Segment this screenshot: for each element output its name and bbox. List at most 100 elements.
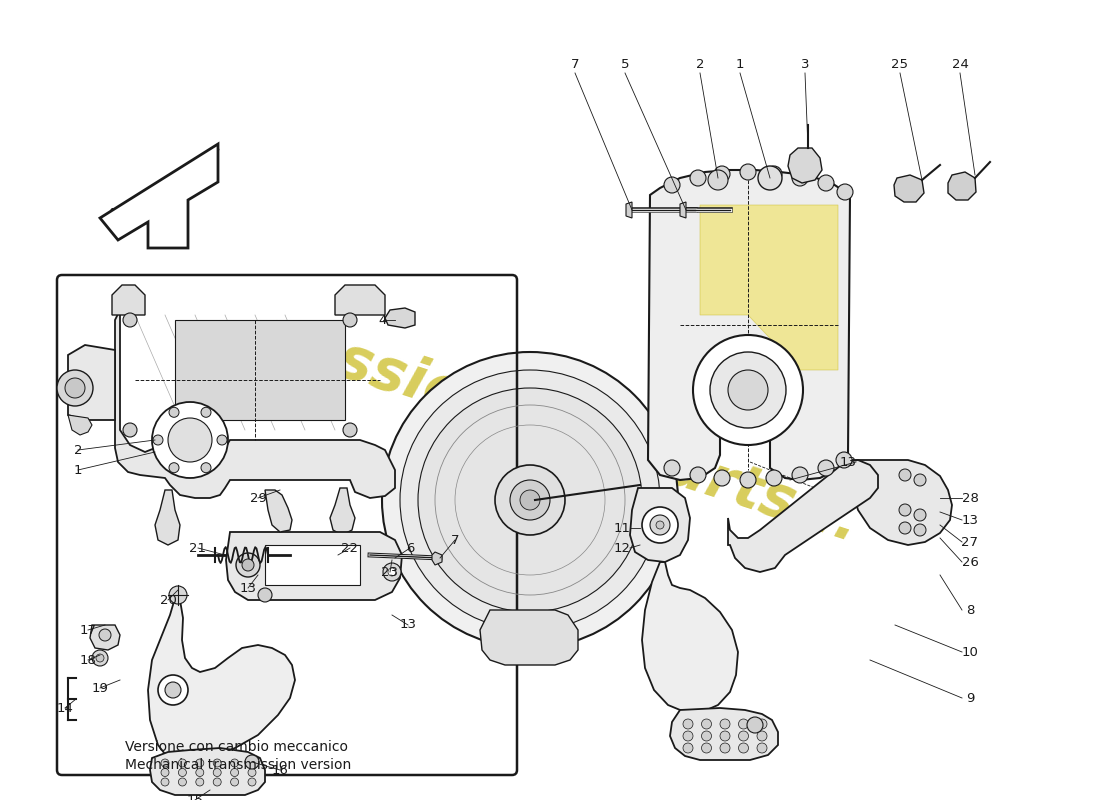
Circle shape (683, 719, 693, 729)
Text: 9: 9 (966, 691, 975, 705)
Circle shape (702, 731, 712, 741)
Circle shape (710, 352, 786, 428)
Circle shape (92, 650, 108, 666)
Text: 24: 24 (952, 58, 968, 71)
Polygon shape (68, 345, 116, 420)
Circle shape (757, 719, 767, 729)
Circle shape (818, 460, 834, 476)
Text: 26: 26 (961, 555, 978, 569)
Text: 29: 29 (250, 491, 266, 505)
Circle shape (818, 175, 834, 191)
Circle shape (720, 743, 730, 753)
Circle shape (161, 769, 169, 777)
Circle shape (650, 515, 670, 535)
Text: 11: 11 (614, 522, 630, 534)
Bar (265, 545, 360, 585)
Polygon shape (948, 172, 976, 200)
Text: 13: 13 (839, 455, 857, 469)
Text: 10: 10 (961, 646, 978, 658)
Circle shape (169, 586, 187, 604)
Circle shape (766, 166, 782, 182)
Circle shape (153, 435, 163, 445)
Polygon shape (265, 490, 292, 532)
Circle shape (758, 166, 782, 190)
Circle shape (236, 553, 260, 577)
Polygon shape (788, 148, 822, 183)
Circle shape (65, 378, 85, 398)
Circle shape (178, 778, 186, 786)
Circle shape (738, 743, 748, 753)
Text: 19: 19 (91, 682, 109, 694)
Circle shape (899, 522, 911, 534)
Text: 7: 7 (571, 58, 580, 71)
Circle shape (418, 388, 642, 612)
Circle shape (495, 465, 565, 535)
Circle shape (738, 719, 748, 729)
Polygon shape (68, 415, 92, 435)
Circle shape (158, 675, 188, 705)
Polygon shape (728, 460, 878, 572)
Circle shape (714, 166, 730, 182)
Polygon shape (148, 598, 295, 762)
Circle shape (757, 731, 767, 741)
Polygon shape (642, 562, 738, 712)
Circle shape (96, 654, 104, 662)
Polygon shape (90, 625, 120, 650)
Circle shape (213, 759, 221, 767)
Polygon shape (155, 490, 180, 545)
Polygon shape (626, 202, 632, 218)
Circle shape (714, 470, 730, 486)
Circle shape (248, 759, 256, 767)
Circle shape (510, 480, 550, 520)
Circle shape (740, 164, 756, 180)
Circle shape (123, 313, 138, 327)
Circle shape (201, 462, 211, 473)
Circle shape (169, 462, 179, 473)
Text: 13: 13 (240, 582, 256, 594)
Text: 28: 28 (961, 491, 978, 505)
Circle shape (766, 470, 782, 486)
Circle shape (383, 563, 402, 581)
Polygon shape (432, 552, 442, 565)
Text: 22: 22 (341, 542, 359, 554)
Text: Mechanical transmission version: Mechanical transmission version (125, 758, 351, 772)
Polygon shape (226, 532, 402, 600)
Circle shape (343, 313, 358, 327)
Circle shape (123, 423, 138, 437)
Circle shape (899, 504, 911, 516)
Circle shape (683, 743, 693, 753)
Circle shape (740, 472, 756, 488)
Circle shape (642, 507, 678, 543)
Circle shape (520, 490, 540, 510)
Circle shape (899, 469, 911, 481)
Polygon shape (670, 708, 778, 760)
Circle shape (708, 170, 728, 190)
Circle shape (217, 435, 227, 445)
Circle shape (343, 423, 358, 437)
Circle shape (837, 184, 852, 200)
Text: 20: 20 (160, 594, 176, 606)
Circle shape (245, 755, 258, 769)
Polygon shape (648, 170, 850, 480)
Text: 2: 2 (695, 58, 704, 71)
Circle shape (690, 170, 706, 186)
Circle shape (248, 778, 256, 786)
Polygon shape (480, 610, 578, 665)
Circle shape (213, 769, 221, 777)
Circle shape (231, 759, 239, 767)
Circle shape (196, 769, 204, 777)
Circle shape (792, 170, 808, 186)
Text: passion for parts...: passion for parts... (253, 306, 867, 554)
Circle shape (196, 759, 204, 767)
Circle shape (248, 769, 256, 777)
Text: 8: 8 (966, 603, 975, 617)
Circle shape (388, 568, 396, 576)
Circle shape (702, 719, 712, 729)
Circle shape (196, 778, 204, 786)
Circle shape (231, 769, 239, 777)
Text: Versione con cambio meccanico: Versione con cambio meccanico (125, 740, 348, 754)
Text: 15: 15 (187, 794, 204, 800)
Text: 27: 27 (961, 535, 979, 549)
Text: 16: 16 (272, 763, 288, 777)
Polygon shape (100, 144, 218, 248)
